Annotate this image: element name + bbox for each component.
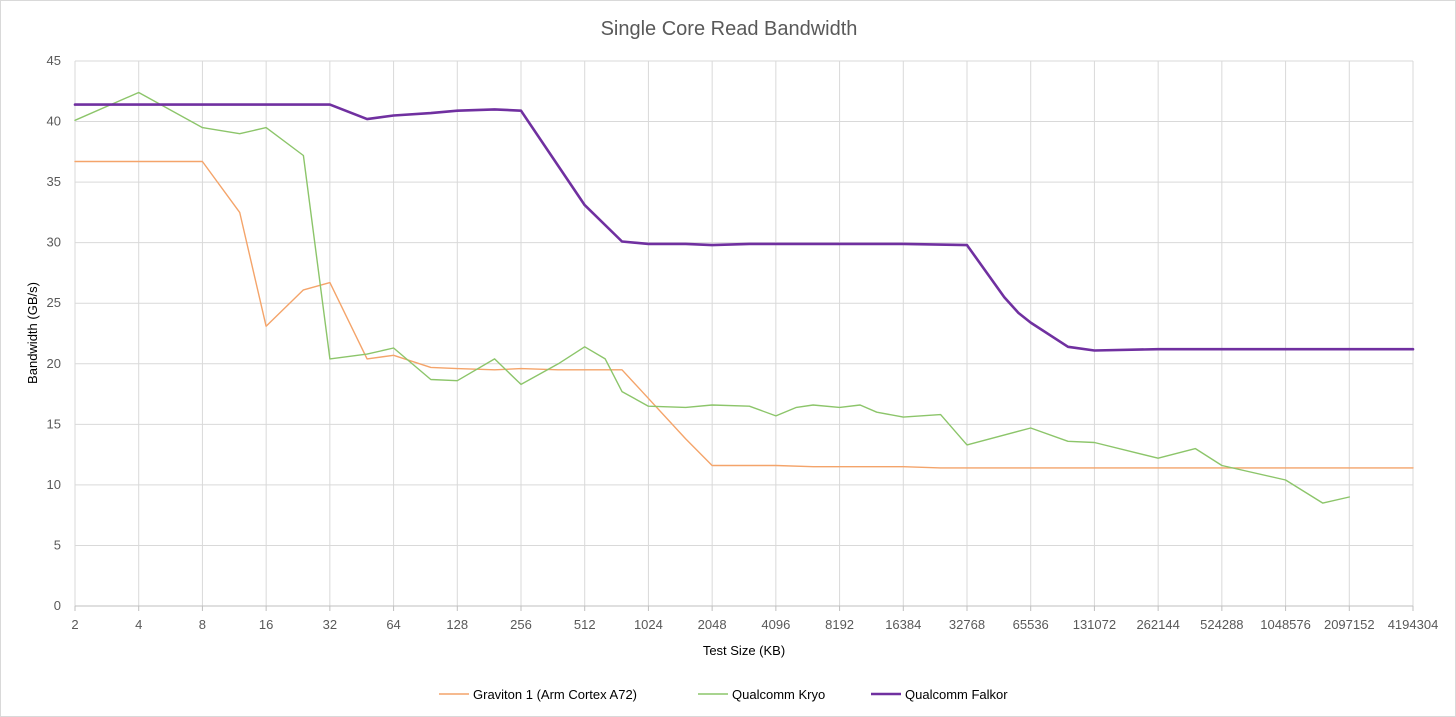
x-axis-label: Test Size (KB) [703,643,785,658]
x-tick-label: 256 [510,617,532,632]
y-tick-label: 25 [47,295,61,310]
series-line-qualcomm-kryo [74,91,1351,504]
x-tick-label: 2048 [698,617,727,632]
y-tick-label: 10 [47,477,61,492]
y-tick-label: 35 [47,174,61,189]
y-tick-label: 40 [47,114,61,129]
x-tick-label: 128 [446,617,468,632]
y-tick-label: 15 [47,416,61,431]
series-line-qualcomm-falkor [73,103,1415,352]
x-tick-label: 8192 [825,617,854,632]
x-tick-label: 16384 [885,617,921,632]
gridlines [74,60,1414,611]
chart-title: Single Core Read Bandwidth [601,18,858,40]
x-tick-label: 1048576 [1260,617,1311,632]
x-tick-label: 1024 [634,617,663,632]
series-line-graviton-1-arm-cortex-a72 [74,160,1414,469]
x-tick-label: 32768 [949,617,985,632]
x-tick-label: 4 [135,617,142,632]
y-tick-label: 0 [54,598,61,613]
x-tick-label: 4194304 [1388,617,1439,632]
x-tick-label: 8 [199,617,206,632]
x-tick-label: 64 [386,617,400,632]
legend-label-qualcomm-kryo: Qualcomm Kryo [732,687,825,702]
x-tick-label: 32 [323,617,337,632]
y-tick-label: 20 [47,356,61,371]
y-axis-label: Bandwidth (GB/s) [25,282,40,384]
x-tick-label: 4096 [761,617,790,632]
legend: Graviton 1 (Arm Cortex A72) Qualcomm Kryo… [439,687,1008,702]
series-layer [73,91,1415,504]
x-tick-label: 65536 [1013,617,1049,632]
x-tick-label: 262144 [1136,617,1179,632]
y-tick-label: 30 [47,235,61,250]
x-axis-ticks: 2 4 8 16 32 64 128 256 512 1024 2048 4096 8192 16384 3… [71,617,1438,632]
x-tick-label: 2 [71,617,78,632]
x-tick-label: 131072 [1073,617,1116,632]
x-tick-label: 512 [574,617,596,632]
y-tick-label: 45 [47,53,61,68]
x-tick-label: 524288 [1200,617,1243,632]
x-tick-label: 2097152 [1324,617,1375,632]
legend-label-qualcomm-falkor: Qualcomm Falkor [905,687,1008,702]
y-axis-ticks: 0 5 10 15 20 25 30 35 40 45 [47,53,61,613]
x-tick-label: 16 [259,617,273,632]
y-tick-label: 5 [54,537,61,552]
legend-label-graviton-1-arm-cortex-a72: Graviton 1 (Arm Cortex A72) [473,687,637,702]
